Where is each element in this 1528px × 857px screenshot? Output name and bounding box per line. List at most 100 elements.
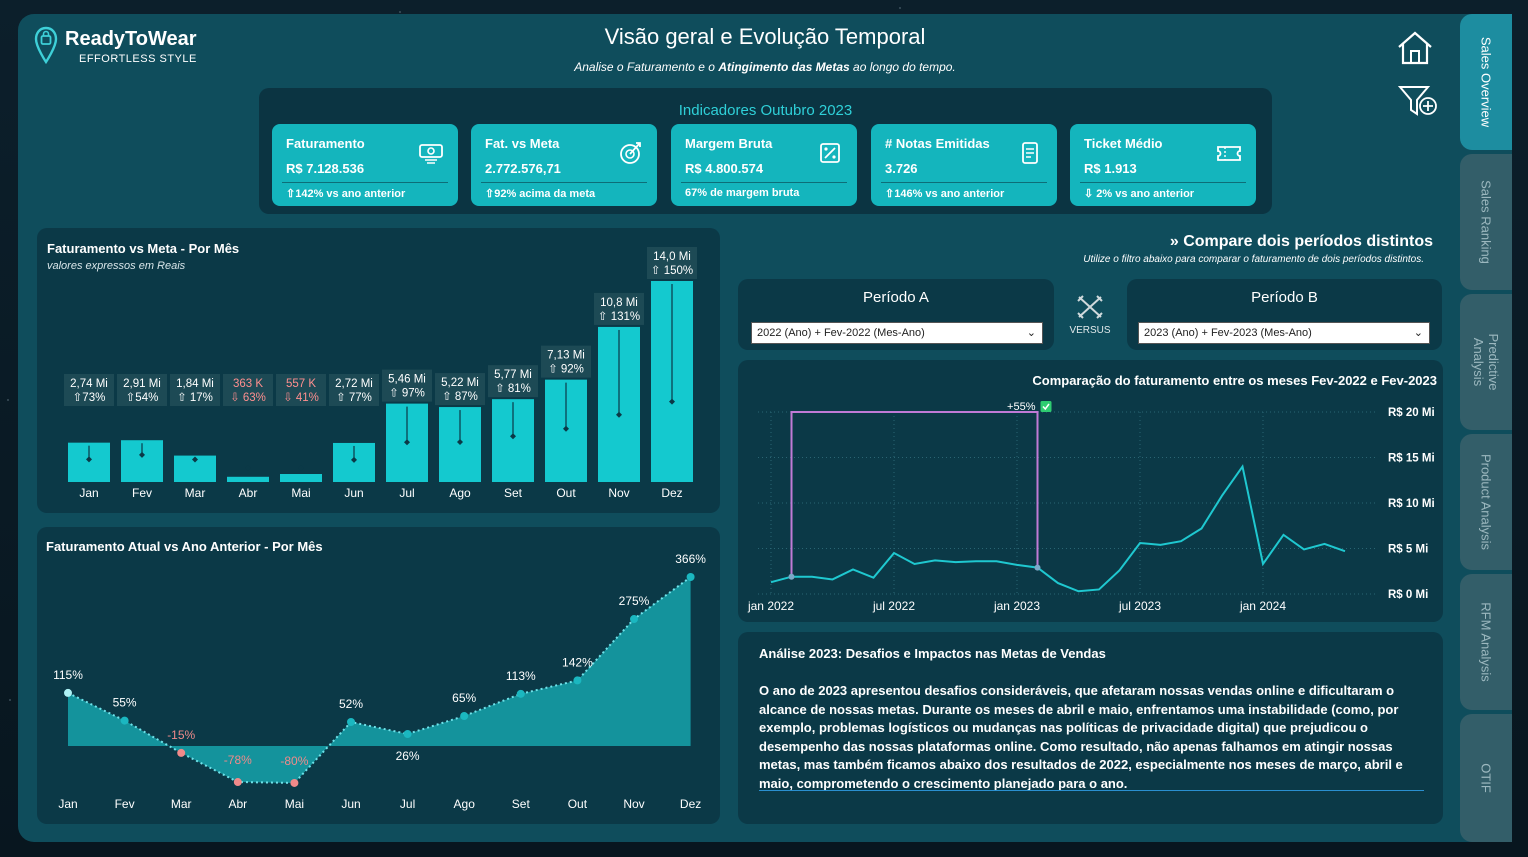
x-tick-label: Jul	[399, 486, 414, 500]
data-point-Mai	[290, 778, 299, 787]
x-tick-label: jul 2023	[1118, 599, 1161, 613]
meta-marker	[192, 456, 198, 463]
bar-value-label: 10,8 Mi	[600, 297, 638, 309]
data-label-box	[435, 373, 485, 406]
x-tick-label: Mai	[291, 486, 310, 500]
tab-sales-ranking[interactable]: Sales Ranking	[1460, 154, 1512, 290]
chart-faturamento-vs-meta: Faturamento vs Meta - Por Mês valores ex…	[37, 228, 720, 513]
x-tick-label: Ago	[454, 797, 476, 811]
tab-predictive-analysis[interactable]: Predictive Analysis	[1460, 294, 1512, 430]
bar-pct-label: ⇧ 97%	[389, 387, 425, 400]
chart-subtitle: valores expressos em Reais	[47, 260, 186, 272]
home-icon[interactable]	[1396, 30, 1434, 66]
x-tick-label: jan 2023	[993, 599, 1040, 613]
chart-comparacao-faturamento: Comparação do faturamento entre os meses…	[738, 360, 1443, 622]
x-tick-label: Mai	[285, 797, 304, 811]
x-tick-label: Dez	[680, 797, 701, 811]
data-label: 113%	[506, 669, 536, 683]
filter-add-icon[interactable]	[1397, 84, 1440, 118]
target-icon	[617, 140, 643, 166]
chevron-down-icon: ⌄	[1026, 327, 1036, 339]
money-icon	[418, 140, 444, 166]
tab-otif[interactable]: OTIF	[1460, 714, 1512, 842]
data-label: 115%	[53, 668, 83, 682]
data-point-Nov	[630, 615, 638, 624]
data-label: 55%	[113, 696, 137, 710]
meta-marker	[245, 464, 251, 471]
data-label-box	[329, 374, 379, 406]
data-label-box	[647, 247, 697, 279]
tab-product-analysis[interactable]: Product Analysis	[1460, 434, 1512, 570]
kpi-title: Fat. vs Meta	[485, 136, 560, 151]
bar-value-label: 557 K	[286, 378, 316, 390]
bar-value-label: 2,91 Mi	[123, 378, 161, 390]
data-label-box	[64, 374, 114, 406]
x-tick-label: Out	[556, 486, 576, 500]
kpi-value: R$ 1.913	[1084, 161, 1137, 176]
x-tick-label: Fev	[132, 486, 152, 500]
data-label: 275%	[619, 594, 650, 608]
bar-pct-label: ⇧ 17%	[177, 391, 213, 404]
x-tick-label: Fev	[115, 797, 135, 811]
analysis-body: O ano de 2023 apresentou desafios consid…	[759, 683, 1403, 791]
period-a-dropdown[interactable]: 2022 (Ano) + Fev-2022 (Mes-Ano) ⌄	[751, 322, 1043, 344]
line-chart-plot: R$ 0 Mi R$ 5 Mi R$ 10 Mi R$ 15 Mi R$ 20 Mi ja…	[747, 401, 1435, 613]
data-label: 65%	[452, 691, 476, 705]
period-b-dropdown[interactable]: 2023 (Ano) + Fev-2023 (Mes-Ano) ⌄	[1138, 322, 1430, 344]
meta-marker	[298, 465, 304, 472]
meta-marker	[404, 439, 410, 446]
period-b-label: Período B	[1251, 289, 1318, 306]
y-tick-label: R$ 20 Mi	[1388, 407, 1435, 419]
meta-marker	[669, 398, 675, 405]
bar-Mai	[280, 474, 322, 482]
data-label-box	[541, 345, 591, 378]
kpi-sub: ⇧146% vs ano anterior	[885, 188, 1005, 200]
compare-title: » Compare dois períodos distintos	[1169, 233, 1433, 250]
comparison-start-point	[788, 573, 795, 580]
location-pin-icon	[34, 26, 58, 66]
bar-pct-label: ⇧ 131%	[598, 310, 640, 323]
kpi-sub: ⇧92% acima da meta	[485, 188, 596, 200]
data-label-box	[276, 374, 326, 406]
y-tick-label: R$ 10 Mi	[1388, 498, 1435, 510]
comparison-bracket	[790, 411, 1039, 577]
bar-value-label: 363 K	[233, 378, 263, 390]
area-fill	[68, 577, 691, 783]
bar-value-label: 2,72 Mi	[335, 378, 373, 390]
kpi-card-margem-bruta: Margem Bruta R$ 4.800.574 67% de margem …	[671, 124, 857, 206]
y-tick-label: R$ 0 Mi	[1388, 589, 1428, 601]
x-tick-label: jan 2024	[1239, 599, 1286, 613]
page-subtitle: Analise o Faturamento e o Atingimento da…	[574, 60, 956, 74]
data-label: -15%	[167, 728, 195, 742]
tab-sales-overview[interactable]: Sales Overview	[1460, 14, 1512, 150]
x-tick-label: jul 2022	[872, 599, 915, 613]
kpi-sub: ⇩ 2% vs ano anterior	[1084, 188, 1195, 200]
tab-rfm-analysis[interactable]: RFM Analysis	[1460, 574, 1512, 710]
data-label: 142%	[562, 655, 593, 669]
data-label-box	[170, 374, 220, 406]
percent-icon	[817, 140, 843, 166]
data-label-box	[223, 374, 273, 406]
bar-value-label: 5,46 Mi	[388, 374, 426, 386]
kpi-sub: 67% de margem bruta	[685, 187, 800, 199]
data-label: -78%	[224, 753, 252, 767]
bar-pct-label: ⇩ 41%	[283, 392, 319, 404]
chart-title: Faturamento vs Meta - Por Mês	[47, 241, 240, 256]
data-label: -80%	[280, 754, 308, 768]
bar-value-label: 1,84 Mi	[176, 378, 214, 390]
y-tick-label: R$ 5 Mi	[1388, 544, 1428, 556]
data-point-Dez	[686, 573, 695, 581]
kpi-value: 2.772.576,71	[485, 161, 561, 176]
x-tick-label: Set	[504, 486, 523, 500]
kpi-title: Faturamento	[286, 136, 365, 151]
data-point-Jul	[403, 729, 412, 738]
chart-title: Faturamento Atual vs Ano Anterior - Por …	[46, 539, 323, 554]
chart-title: Comparação do faturamento entre os meses…	[1032, 373, 1437, 388]
data-label-box	[488, 365, 538, 398]
data-point-Abr	[233, 778, 242, 787]
data-label-box	[594, 292, 644, 325]
area-line	[67, 576, 692, 784]
data-point-Jan	[64, 688, 72, 697]
kpi-card-notas-emitidas: # Notas Emitidas 3.726 ⇧146% vs ano ante…	[871, 124, 1057, 206]
check-icon	[1040, 401, 1052, 412]
